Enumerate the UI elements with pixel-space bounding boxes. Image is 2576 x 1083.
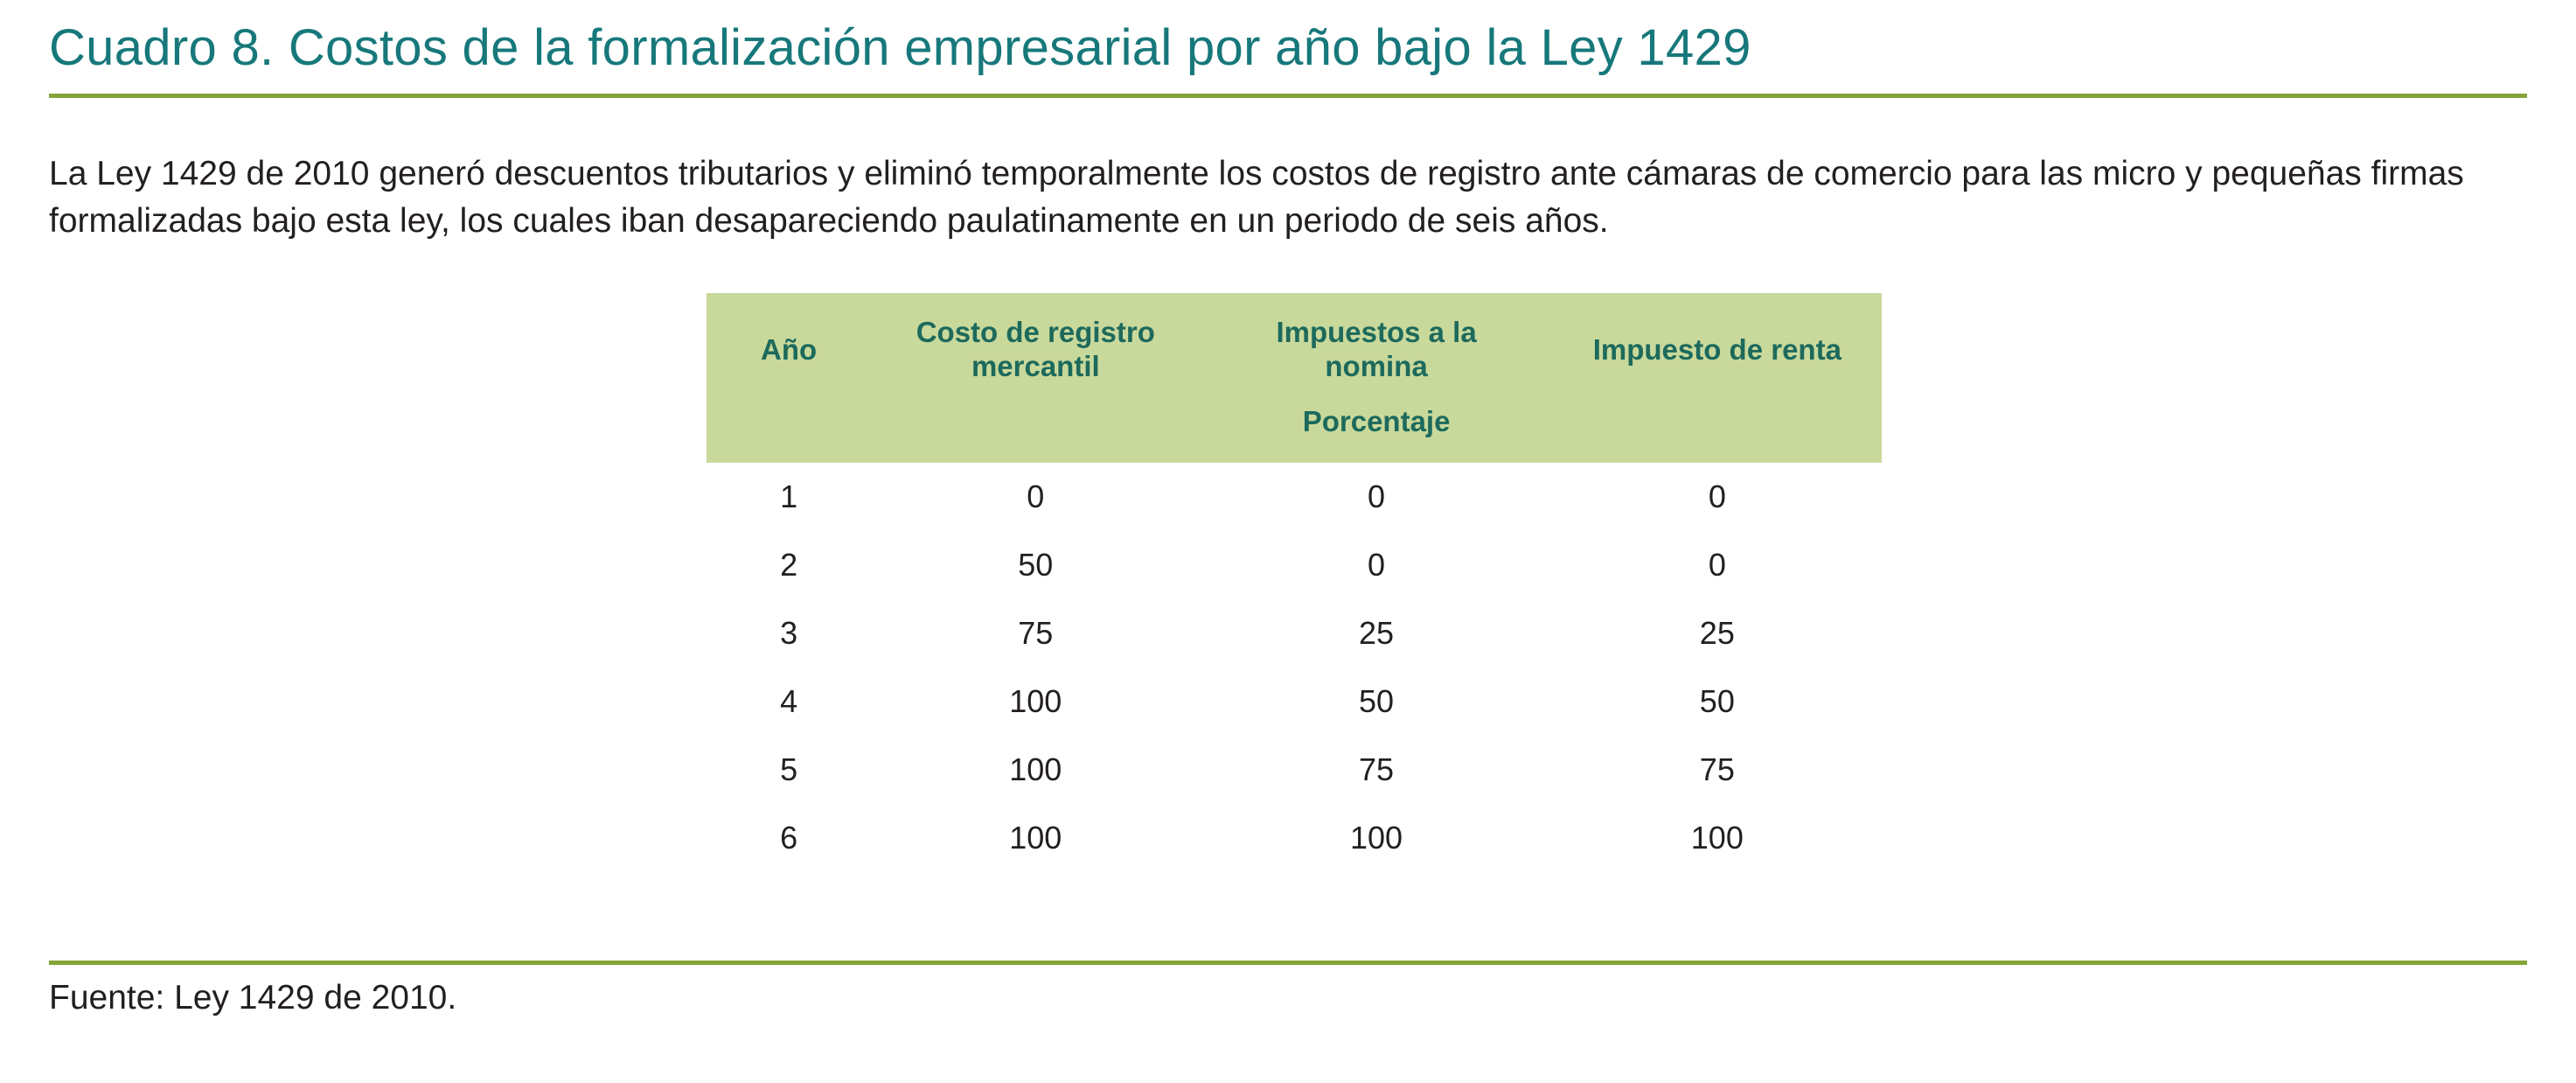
cell-costo-registro: 100 [1009, 820, 1062, 856]
cell-impuestos-nomina: 0 [1368, 547, 1386, 583]
title-divider [49, 93, 2527, 98]
data-table-container: Año Costo de registro mercantil Impuesto… [707, 293, 1882, 872]
subheader-spacer [707, 400, 872, 464]
table-row: 2 50 0 0 [707, 531, 1882, 599]
cell-ano: 6 [780, 820, 798, 856]
table-header: Año Costo de registro mercantil Impuesto… [707, 293, 1882, 464]
cell-ano: 2 [780, 547, 798, 583]
table-row: 6 100 100 100 [707, 804, 1882, 872]
subheader-porcentaje: Porcentaje [871, 400, 1882, 464]
page-footer: Fuente: Ley 1429 de 2010. [49, 961, 2527, 1017]
cuadro-8-table: Año Costo de registro mercantil Impuesto… [707, 293, 1882, 872]
cell-impuestos-nomina: 0 [1368, 479, 1386, 515]
cell-ano: 4 [780, 683, 798, 720]
cell-impuestos-nomina: 75 [1359, 751, 1395, 788]
table-row: 1 0 0 0 [707, 463, 1882, 531]
table-row: 4 100 50 50 [707, 667, 1882, 736]
cell-costo-registro: 100 [1009, 751, 1062, 788]
table-row: 3 75 25 25 [707, 599, 1882, 667]
column-header-impuestos-nomina: Impuestos a la nomina [1200, 293, 1553, 401]
cell-impuesto-renta: 75 [1699, 751, 1735, 788]
table-description: La Ley 1429 de 2010 generó descuentos tr… [49, 154, 2464, 240]
column-header-label: Impuestos a la nomina [1276, 316, 1477, 383]
cell-impuesto-renta: 100 [1690, 820, 1744, 856]
cell-costo-registro: 0 [1027, 479, 1045, 515]
page-title: Cuadro 8. Costos de la formalización emp… [49, 19, 1751, 76]
footer-divider [49, 961, 2527, 965]
column-header-label: Costo de registro mercantil [916, 316, 1155, 383]
column-header-label: Año [761, 332, 818, 366]
column-header-ano: Año [707, 293, 872, 401]
cell-impuesto-renta: 25 [1699, 615, 1735, 652]
cell-impuesto-renta: 50 [1699, 683, 1735, 720]
cell-ano: 1 [780, 479, 798, 515]
cell-costo-registro: 75 [1018, 615, 1054, 652]
cell-ano: 3 [780, 615, 798, 652]
table-row: 5 100 75 75 [707, 736, 1882, 804]
column-header-costo-registro: Costo de registro mercantil [871, 293, 1201, 401]
column-header-label: Impuesto de renta [1592, 332, 1841, 366]
cell-costo-registro: 50 [1018, 547, 1054, 583]
cell-impuestos-nomina: 25 [1359, 615, 1395, 652]
cell-impuestos-nomina: 100 [1350, 820, 1403, 856]
table-subheader-row: Porcentaje [707, 400, 1882, 464]
cell-impuesto-renta: 0 [1708, 479, 1726, 515]
cell-impuestos-nomina: 50 [1359, 683, 1395, 720]
cell-ano: 5 [780, 751, 798, 788]
source-note: Fuente: Ley 1429 de 2010. [49, 979, 457, 1017]
cell-impuesto-renta: 0 [1708, 547, 1726, 583]
cell-costo-registro: 100 [1009, 683, 1062, 720]
table-body: 1 0 0 0 2 50 0 0 3 75 25 25 [707, 463, 1882, 872]
table-header-row: Año Costo de registro mercantil Impuesto… [707, 293, 1882, 401]
column-header-impuesto-renta: Impuesto de renta [1552, 293, 1882, 401]
